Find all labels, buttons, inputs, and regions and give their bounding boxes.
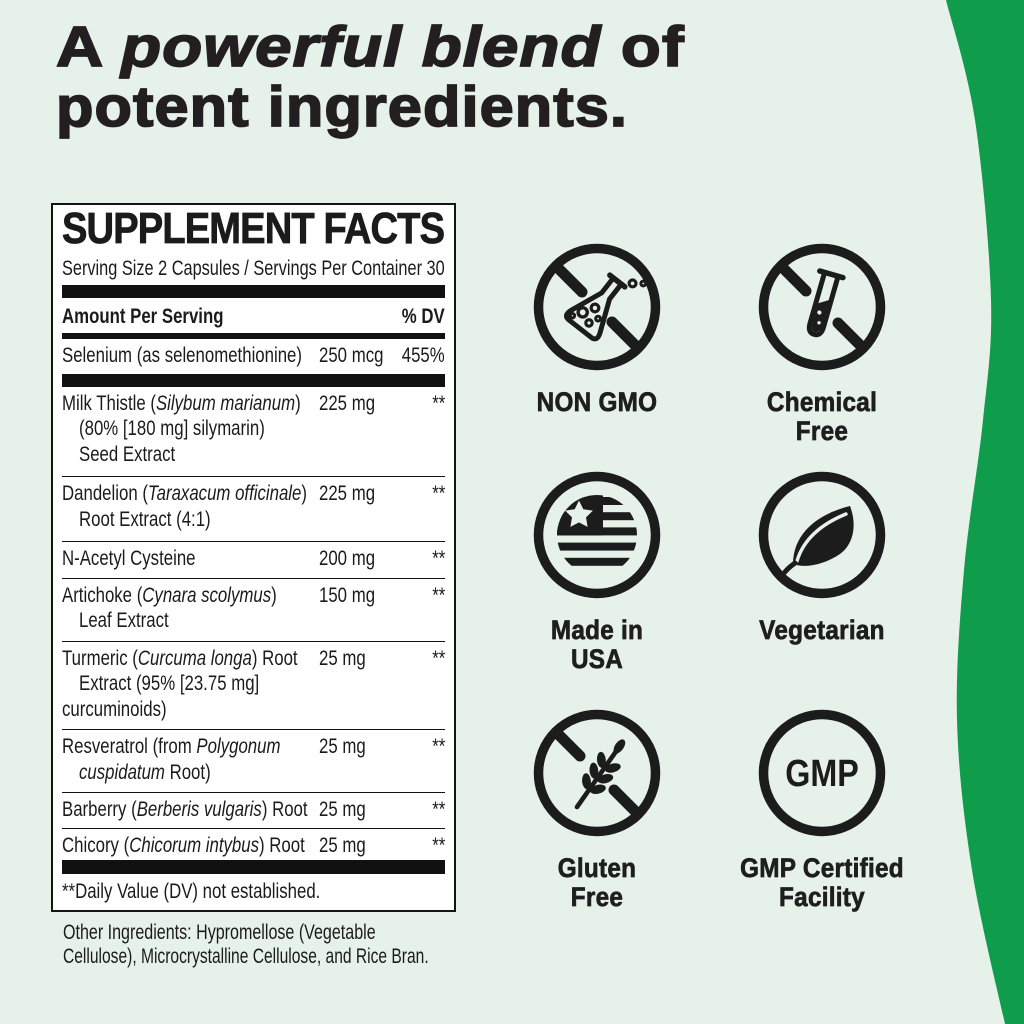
- ingredient-name: Resveratrol (from Polygonum cuspidatum Ro…: [62, 735, 281, 784]
- gmp-text: GMP: [785, 753, 859, 795]
- gmp-circle-icon: GMP: [758, 709, 886, 837]
- badge-chemical-free: Chemical Free: [702, 243, 942, 446]
- ingredient-dv: 455%: [402, 344, 445, 367]
- serving-size-line: Serving Size 2 Capsules / Servings Per C…: [62, 257, 445, 280]
- badge-made-in-usa: Made in USA: [477, 471, 717, 674]
- table-row: Selenium (as selenomethionine) 250 mcg 455…: [62, 339, 445, 374]
- other-ingredients-text: Other Ingredients: Hypromellose (Vegetab…: [63, 921, 556, 968]
- table-row: Dandelion (Taraxacum officinale) Root Ext…: [62, 477, 445, 542]
- badge-label: GMP Certified Facility: [740, 853, 904, 912]
- selenium-row: Selenium (as selenomethionine) 250 mcg 455…: [62, 339, 445, 374]
- ingredient-name: Chicory (Chicorum intybus) Root: [62, 834, 305, 857]
- headline-line1-suffix: of: [601, 15, 685, 79]
- badge-label: NON GMO: [536, 387, 658, 417]
- ingredient-amount: 150 mg: [319, 583, 376, 607]
- ingredient-dv: **: [431, 547, 445, 570]
- headline-line1-prefix: A: [55, 15, 122, 79]
- ingredient-dv: **: [431, 798, 445, 821]
- page-title: A powerful blend of potent ingredients.: [55, 15, 685, 138]
- divider-bar: [62, 860, 445, 874]
- ingredient-amount: 25 mg: [319, 798, 366, 821]
- badge-non-gmo: NON GMO: [477, 243, 717, 417]
- ingredient-amount: 200 mg: [319, 547, 376, 570]
- daily-value-footnote: **Daily Value (DV) not established.: [62, 880, 321, 903]
- ingredient-dv: **: [431, 482, 445, 505]
- no-gmo-flask-icon: [533, 243, 661, 371]
- usa-flag-icon: [533, 471, 661, 599]
- other-ingredients-line1: Other Ingredients: Hypromellose (Vegetab…: [63, 921, 376, 944]
- amount-per-serving-header: Amount Per Serving % DV: [62, 304, 445, 329]
- ingredient-name: Selenium (as selenomethionine): [62, 344, 302, 367]
- ingredient-amount: 225 mg: [319, 482, 376, 505]
- badge-label: Made in USA: [550, 615, 644, 674]
- badge-gluten-free: Gluten Free: [477, 709, 717, 912]
- divider-bar: [62, 333, 445, 339]
- divider-bar: [62, 373, 445, 387]
- ingredient-amount: 25 mg: [319, 834, 366, 857]
- ingredient-amount: 25 mg: [319, 646, 366, 670]
- other-ingredients-line2: Cellulose), Microcrystalline Cellulose, …: [63, 944, 429, 968]
- ingredient-dv: **: [431, 646, 445, 670]
- ingredient-name: Dandelion (Taraxacum officinale) Root Ext…: [62, 482, 307, 531]
- badge-gmp-certified: GMP GMP Certified Facility: [702, 709, 942, 912]
- ingredient-amount: 250 mcg: [319, 344, 384, 367]
- ingredient-name: Turmeric (Curcuma longa) Root Extract (95…: [62, 646, 298, 721]
- table-row: Milk Thistle (Silybum marianum) (80% [180…: [62, 387, 445, 477]
- headline-line2: potent ingredients.: [55, 75, 628, 139]
- badge-label: Vegetarian: [759, 615, 885, 645]
- ingredient-name: N-Acetyl Cysteine: [62, 547, 196, 570]
- ingredient-name: Barberry (Berberis vulgaris) Root: [62, 798, 308, 821]
- ingredient-dv: **: [431, 834, 445, 857]
- ingredient-dv: **: [431, 391, 445, 415]
- percent-dv-label: % DV: [402, 305, 445, 328]
- badge-label: Chemical Free: [766, 387, 878, 446]
- supplement-facts-panel: SUPPLEMENT FACTS Serving Size 2 Capsules…: [51, 203, 456, 912]
- amount-per-serving-label: Amount Per Serving: [62, 305, 224, 328]
- table-row: Barberry (Berberis vulgaris) Root 25 mg **: [62, 793, 445, 829]
- ingredient-name: Milk Thistle (Silybum marianum) (80% [180…: [62, 391, 301, 466]
- table-row: N-Acetyl Cysteine 200 mg **: [62, 542, 445, 579]
- headline-line1-emphasis: powerful blend: [120, 15, 602, 79]
- ingredient-rows: Milk Thistle (Silybum marianum) (80% [180…: [62, 387, 445, 861]
- table-row: Chicory (Chicorum intybus) Root 25 mg **: [62, 829, 445, 860]
- badge-label: Gluten Free: [557, 853, 637, 912]
- divider-bar: [62, 285, 445, 298]
- ingredient-name: Artichoke (Cynara scolymus) Leaf Extract: [62, 583, 277, 633]
- table-row: Resveratrol (from Polygonum cuspidatum Ro…: [62, 730, 445, 793]
- ingredient-dv: **: [431, 735, 445, 758]
- no-chemical-tube-icon: [758, 243, 886, 371]
- no-gluten-wheat-icon: [533, 709, 661, 837]
- ingredient-amount: 25 mg: [319, 735, 366, 758]
- leaf-icon: [758, 471, 886, 599]
- table-row: Turmeric (Curcuma longa) Root Extract (95…: [62, 642, 445, 730]
- ingredient-dv: **: [431, 583, 445, 607]
- supplement-facts-title: SUPPLEMENT FACTS: [62, 204, 446, 253]
- ingredient-amount: 225 mg: [319, 391, 376, 415]
- table-row: Artichoke (Cynara scolymus) Leaf Extract 1…: [62, 579, 445, 642]
- badge-vegetarian: Vegetarian: [702, 471, 942, 645]
